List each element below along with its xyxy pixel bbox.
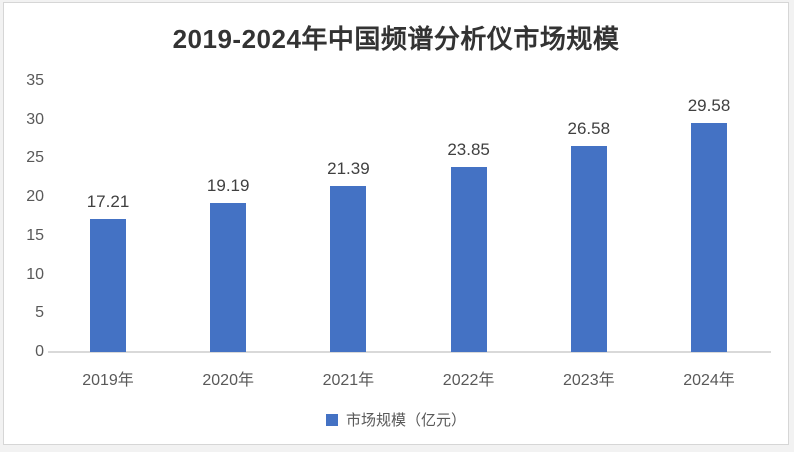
- x-axis-tick-label: 2022年: [442, 372, 495, 389]
- y-axis-tick-label: 10: [26, 265, 44, 283]
- data-label: 19.19: [206, 176, 250, 196]
- bar-2023年: [570, 146, 607, 352]
- y-axis-tick-label: 25: [26, 149, 44, 167]
- y-axis-tick-label: 20: [26, 188, 44, 206]
- data-label: 23.85: [447, 140, 490, 160]
- x-axis-tick-label: 2021年: [322, 372, 375, 389]
- chart-title: 2019-2024年中国频谱分析仪市场规模: [172, 24, 620, 54]
- x-axis-tick-label: 2024年: [683, 372, 735, 389]
- x-axis-line: [48, 351, 771, 353]
- x-axis-tick-label: 2019年: [82, 372, 134, 389]
- y-axis-tick-label: 0: [35, 343, 44, 360]
- data-label: 26.58: [567, 119, 611, 139]
- chart-frame: 2019-2024年中国频谱分析仪市场规模 0 5 10 15 20 25 30 35 17.2…: [3, 2, 789, 445]
- y-axis-tick-label: 35: [26, 72, 44, 89]
- y-axis-tick-label: 15: [26, 226, 44, 244]
- bar-2021年: [330, 186, 367, 352]
- x-axis-tick-label: 2020年: [202, 372, 254, 389]
- legend-swatch-icon: [325, 413, 338, 426]
- x-axis-tick-label: 2023年: [562, 372, 615, 389]
- bar-2020年: [210, 203, 247, 352]
- bar-2024年: [691, 122, 727, 352]
- y-axis-tick-label: 30: [26, 110, 44, 128]
- data-label: 21.39: [327, 159, 370, 179]
- data-label: 29.58: [687, 95, 731, 115]
- bar-2022年: [450, 167, 487, 352]
- legend: 市场规模（亿元）: [4, 409, 788, 430]
- y-axis-tick-label: 5: [35, 304, 44, 322]
- data-label: 17.21: [86, 191, 130, 211]
- bar-2019年: [90, 218, 126, 352]
- legend-label: 市场规模（亿元）: [345, 412, 466, 429]
